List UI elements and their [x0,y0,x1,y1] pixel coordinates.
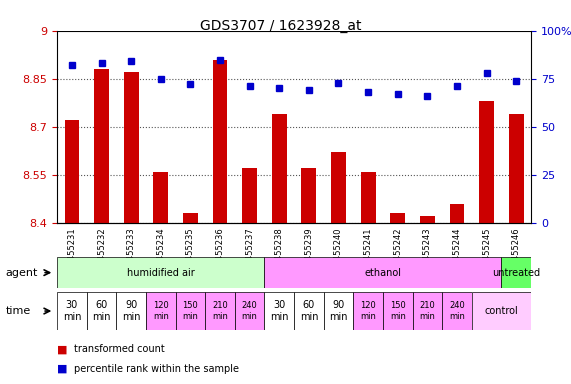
Text: ethanol: ethanol [364,268,401,278]
Bar [242,168,257,223]
Text: control: control [485,306,518,316]
FancyBboxPatch shape [264,257,501,288]
FancyBboxPatch shape [412,292,442,330]
FancyBboxPatch shape [205,292,235,330]
Bar [94,69,109,223]
FancyBboxPatch shape [146,292,176,330]
Text: 240
min: 240 min [449,301,465,321]
Bar [154,172,168,223]
FancyBboxPatch shape [353,292,383,330]
Bar [420,216,435,223]
FancyBboxPatch shape [87,292,116,330]
FancyBboxPatch shape [57,292,87,330]
Text: 90
min: 90 min [329,300,348,322]
FancyBboxPatch shape [57,257,264,288]
Bar [449,204,464,223]
Text: 210
min: 210 min [212,301,228,321]
Bar [212,60,227,223]
FancyBboxPatch shape [264,292,294,330]
FancyBboxPatch shape [176,292,205,330]
Text: 210
min: 210 min [420,301,435,321]
Bar [65,120,79,223]
Text: 150
min: 150 min [183,301,198,321]
Text: time: time [6,306,31,316]
Bar [391,213,405,223]
Text: 120
min: 120 min [153,301,168,321]
Text: transformed count: transformed count [74,344,165,354]
Text: 30
min: 30 min [270,300,288,322]
Text: agent: agent [6,268,38,278]
Text: ■: ■ [57,344,67,354]
Text: 60
min: 60 min [300,300,318,322]
Text: percentile rank within the sample: percentile rank within the sample [74,364,239,374]
Bar [361,172,376,223]
Bar [272,114,287,223]
Text: untreated: untreated [492,268,540,278]
Text: 90
min: 90 min [122,300,140,322]
FancyBboxPatch shape [442,292,472,330]
FancyBboxPatch shape [116,292,146,330]
FancyBboxPatch shape [235,292,264,330]
Text: 120
min: 120 min [360,301,376,321]
FancyBboxPatch shape [472,292,531,330]
Text: 60
min: 60 min [93,300,111,322]
FancyBboxPatch shape [383,292,412,330]
Text: 150
min: 150 min [390,301,405,321]
FancyBboxPatch shape [501,257,531,288]
FancyBboxPatch shape [324,292,353,330]
FancyBboxPatch shape [294,292,324,330]
Bar [509,114,524,223]
Bar [301,168,316,223]
Bar [124,72,139,223]
Bar [479,101,494,223]
Text: GDS3707 / 1623928_at: GDS3707 / 1623928_at [200,19,361,33]
Text: 30
min: 30 min [63,300,81,322]
Bar [331,152,346,223]
Text: ■: ■ [57,364,67,374]
Text: 240
min: 240 min [242,301,258,321]
Bar [183,213,198,223]
Text: humidified air: humidified air [127,268,195,278]
